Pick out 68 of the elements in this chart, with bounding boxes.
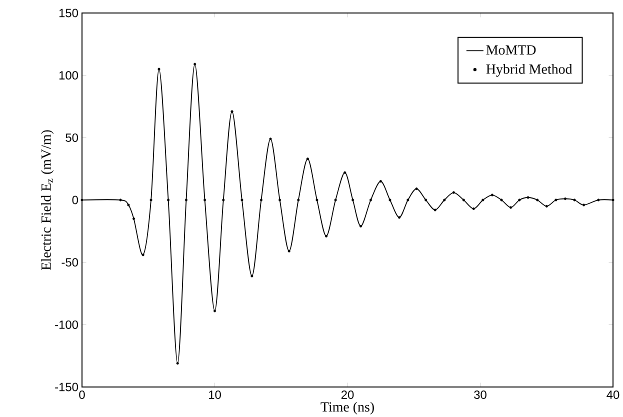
point (316, 198, 318, 202)
x-tick-label: 30 (474, 390, 486, 399)
y-axis-title: Electric Field E$_{z}$ (mV/m) (41, 130, 54, 270)
x-tick-label: 40 (606, 390, 620, 399)
x-tick-label: 20 (341, 390, 354, 399)
point (260, 198, 263, 202)
point (452, 191, 455, 194)
point (324, 234, 328, 238)
point (379, 180, 382, 183)
point (288, 250, 290, 252)
legend-label: Hybrid Method (486, 64, 572, 77)
point (278, 198, 282, 202)
y-tick-label: -50 (62, 258, 78, 267)
point (415, 187, 418, 190)
point (369, 198, 372, 202)
point (176, 362, 179, 365)
point (142, 254, 144, 256)
point (398, 216, 401, 219)
point (582, 204, 586, 206)
point (344, 171, 346, 174)
point (230, 110, 234, 113)
point (194, 62, 196, 66)
point (158, 68, 160, 70)
point (119, 198, 122, 202)
point (334, 198, 337, 202)
point (184, 198, 188, 202)
point (482, 198, 484, 202)
x-tick-label: 10 (209, 390, 221, 399)
point (250, 274, 254, 278)
y-tick-label: -150 (55, 382, 78, 392)
point (150, 198, 152, 202)
point (240, 198, 244, 202)
point (222, 198, 225, 202)
point (306, 158, 309, 160)
point (213, 310, 216, 312)
point (297, 198, 300, 202)
point (472, 207, 475, 210)
point (462, 198, 465, 202)
y-tick-label: 100 (59, 71, 78, 80)
x-tick-label: 0 (79, 390, 85, 399)
y-tick-label: 0 (72, 196, 78, 204)
point (352, 198, 354, 202)
point (127, 204, 130, 206)
point (166, 198, 170, 202)
point (554, 198, 558, 202)
point (269, 138, 272, 140)
point (573, 198, 576, 202)
point (359, 224, 362, 228)
point (424, 198, 428, 202)
point (564, 197, 567, 200)
point (490, 194, 494, 196)
point (443, 198, 446, 202)
legend-label: MoMTD (486, 45, 536, 55)
y-tick-label: 50 (66, 133, 78, 142)
point (388, 198, 392, 202)
point (536, 198, 539, 202)
y-tick-label: 150 (59, 8, 78, 18)
x-axis-title: Time (ns) (320, 402, 374, 414)
point (597, 198, 600, 202)
point (500, 198, 503, 202)
point (545, 204, 548, 208)
point (204, 198, 206, 202)
point (518, 198, 521, 202)
y-tick-label: -100 (55, 320, 78, 329)
point (406, 198, 410, 202)
point (509, 206, 512, 209)
point (132, 217, 136, 220)
point (434, 208, 436, 212)
